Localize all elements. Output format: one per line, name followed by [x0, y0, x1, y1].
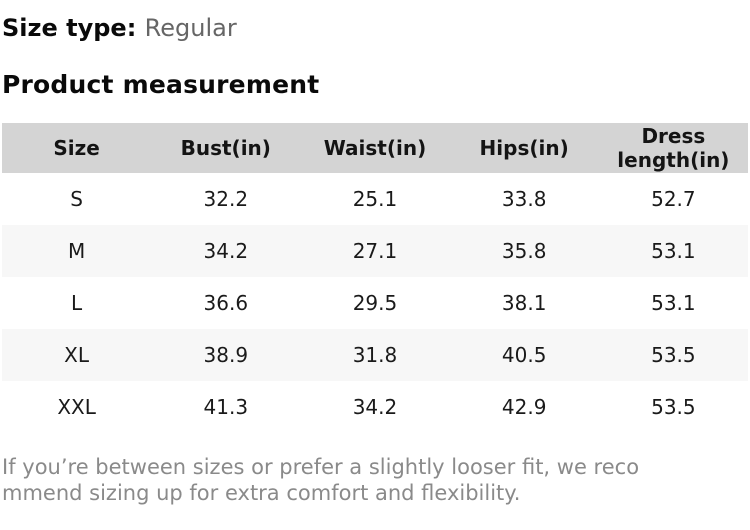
table-header-row: Size Bust(in) Waist(in) Hips(in) Dress lengt…: [2, 123, 748, 173]
size-type-line: Size type: Regular: [2, 0, 748, 42]
fit-note-line-1: If you’re between sizes or prefer a slig…: [2, 455, 640, 479]
measurement-table-header: Size Bust(in) Waist(in) Hips(in) Dress lengt…: [2, 123, 748, 173]
product-measurement-title: Product measurement: [2, 70, 320, 99]
measurement-cell: 34.2: [151, 225, 301, 277]
measurement-cell: 40.5: [449, 329, 599, 381]
measurement-cell: 34.2: [352, 395, 398, 419]
measurement-cell: 36.6: [203, 291, 249, 315]
measurement-cell: 41.3: [203, 395, 249, 419]
measurement-cell: 29.5: [352, 291, 398, 315]
measurement-cell: 53.5: [651, 395, 696, 419]
size-cell: XL: [2, 329, 152, 381]
measurement-cell: 35.8: [449, 225, 599, 277]
measurement-cell: 38.9: [151, 329, 301, 381]
column-header-dress-length-in: Dress length(in): [598, 123, 748, 173]
column-header-hips-in: Hips(in): [449, 123, 599, 173]
measurement-cell: 42.9: [501, 395, 547, 419]
measurement-cell: 52.7: [651, 187, 696, 211]
table-row-m: M 34.2 27.1 35.8 53.1: [2, 225, 748, 277]
measurement-cell: 38.1: [501, 291, 547, 315]
measurement-cell: 53.1: [651, 291, 696, 315]
column-header-size: Size: [2, 123, 152, 173]
measurement-cell: 25.1: [352, 187, 398, 211]
size-cell: S: [70, 187, 83, 211]
measurement-cell: 32.2: [203, 187, 249, 211]
measurement-cell: 27.1: [300, 225, 450, 277]
measurement-table-body: S 32.2 25.1 33.8 52.7 M 34.2 27.1 35.8 53.1 L 36.6 2…: [2, 173, 748, 433]
column-header-waist-in: Waist(in): [300, 123, 450, 173]
table-row-l: L 36.6 29.5 38.1 53.1: [2, 277, 748, 329]
table-row-xxl: XXL 41.3 34.2 42.9 53.5: [2, 381, 748, 433]
table-row-s: S 32.2 25.1 33.8 52.7: [2, 173, 748, 225]
size-cell: M: [2, 225, 152, 277]
column-header-bust-in: Bust(in): [151, 123, 301, 173]
fit-note-line-2: mmend sizing up for extra comfort and fl…: [2, 481, 521, 505]
measurement-cell: 53.1: [598, 225, 748, 277]
fit-note: If you’re between sizes or prefer a slig…: [2, 433, 748, 506]
measurement-cell: 31.8: [300, 329, 450, 381]
size-type-value: Regular: [144, 14, 237, 42]
size-cell: XXL: [57, 395, 96, 419]
table-row-xl: XL 38.9 31.8 40.5 53.5: [2, 329, 748, 381]
size-type-label: Size type:: [2, 14, 137, 42]
measurement-cell: 53.5: [598, 329, 748, 381]
measurement-table: Size Bust(in) Waist(in) Hips(in) Dress lengt…: [2, 123, 748, 433]
size-chart-content: Size type: Regular Product measurement S…: [2, 0, 748, 506]
size-cell: L: [71, 291, 83, 315]
measurement-cell: 33.8: [501, 187, 547, 211]
